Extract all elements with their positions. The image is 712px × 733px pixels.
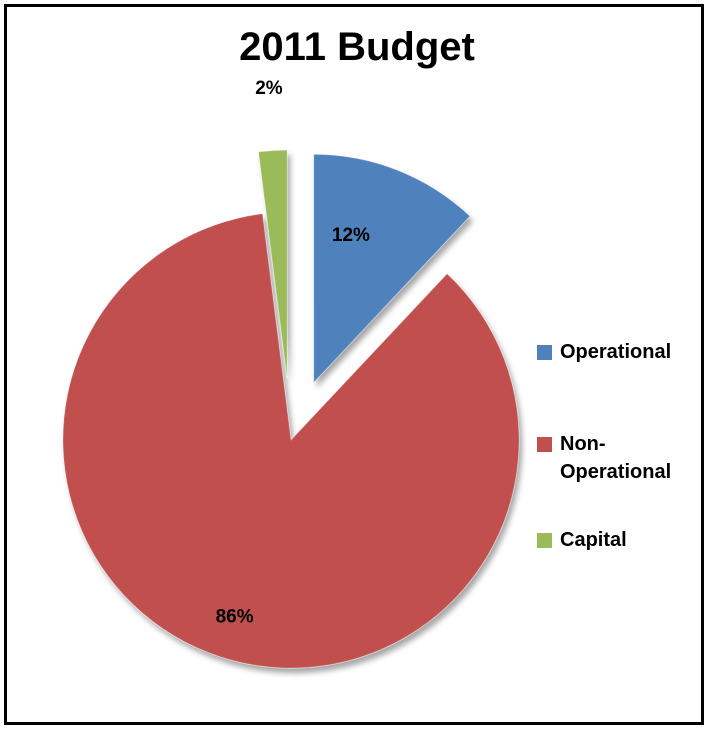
legend-item-capital: Capital [537, 526, 700, 554]
legend-label-operational: Operational [560, 341, 672, 363]
pie-slice-non-operational [62, 213, 520, 669]
pie-slice-operational [313, 153, 471, 384]
legend-swatch-non-operational [537, 437, 552, 452]
pie-slice-capital [257, 149, 288, 379]
legend-item-non-operational: Non- Operational [537, 430, 700, 486]
legend-swatch-operational [537, 345, 552, 360]
legend-label-capital: Capital [560, 529, 627, 551]
legend-swatch-capital [537, 533, 552, 548]
chart-title: 2011 Budget [239, 25, 475, 69]
legend-item-operational: Operational [537, 338, 700, 366]
data-label-non-operational: 86% [216, 606, 254, 627]
data-label-capital: 2% [255, 78, 283, 99]
legend-label-non-operational: Non- Operational [560, 433, 672, 483]
data-label-operational: 12% [332, 225, 370, 246]
